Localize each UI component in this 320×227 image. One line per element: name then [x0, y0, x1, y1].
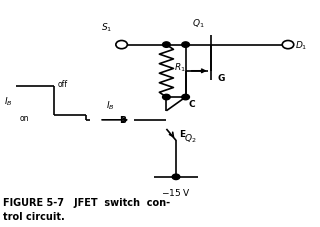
Text: on: on — [19, 114, 29, 122]
Text: G: G — [218, 74, 225, 83]
Text: off: off — [58, 80, 68, 89]
Text: $I_B$: $I_B$ — [4, 95, 13, 107]
Circle shape — [163, 43, 170, 48]
Circle shape — [282, 41, 294, 49]
Circle shape — [172, 174, 180, 180]
Text: $S_1$: $S_1$ — [101, 22, 112, 34]
Text: E: E — [179, 130, 185, 138]
Circle shape — [182, 43, 189, 48]
Text: $-15\ \mathrm{V}$: $-15\ \mathrm{V}$ — [161, 186, 191, 197]
Circle shape — [116, 41, 127, 49]
Text: $Q_2$: $Q_2$ — [184, 132, 196, 144]
Text: $D_1$: $D_1$ — [295, 39, 308, 52]
Text: C: C — [189, 100, 196, 109]
Text: $R_1$: $R_1$ — [174, 61, 186, 73]
Circle shape — [163, 95, 170, 100]
Text: $Q_1$: $Q_1$ — [192, 17, 205, 30]
Circle shape — [182, 95, 189, 100]
Text: FIGURE 5-7   JFET  switch  con-
trol circuit.: FIGURE 5-7 JFET switch con- trol circuit… — [3, 197, 170, 221]
Text: B: B — [120, 116, 126, 125]
Text: $I_B$: $I_B$ — [106, 99, 115, 111]
